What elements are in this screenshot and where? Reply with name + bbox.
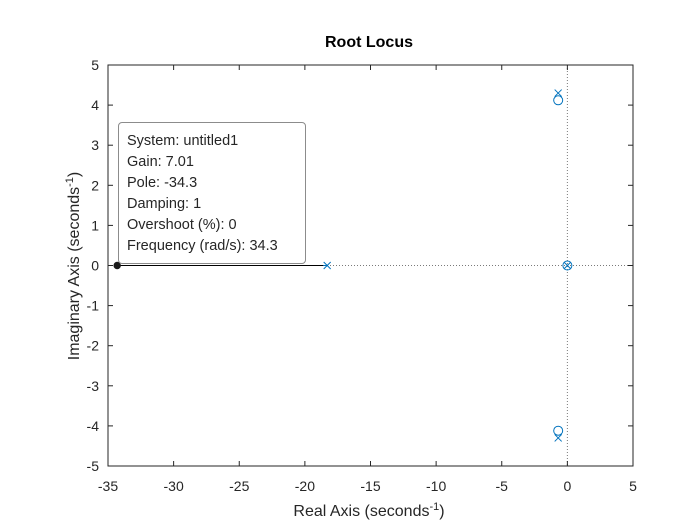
zero-marker	[562, 260, 573, 271]
x-tick-label: -15	[360, 478, 380, 494]
x-tick-label: -30	[164, 478, 184, 494]
zero-marker	[553, 425, 564, 436]
selected-point-marker[interactable]	[113, 261, 121, 270]
y-tick-label: -1	[87, 298, 100, 314]
x-axis-label: Real Axis (seconds-1)	[293, 501, 444, 520]
x-tick-label: -20	[295, 478, 315, 494]
pole-marker	[554, 89, 563, 97]
pole-markers	[323, 89, 572, 442]
y-tick-label: -5	[87, 458, 100, 474]
datatip-damping: Damping: 1	[127, 196, 202, 212]
zero-markers	[553, 95, 573, 436]
pole-stroke	[554, 434, 563, 442]
datatip-pole: Pole: -34.3	[127, 175, 198, 191]
selected-point[interactable]	[113, 261, 121, 270]
datatip-frequency: Frequency (rad/s): 34.3	[127, 238, 278, 254]
pole-stroke	[563, 261, 572, 270]
y-tick-label: 4	[91, 97, 99, 113]
x-tick-label: -25	[229, 478, 249, 494]
y-tick-label: 2	[91, 177, 99, 193]
y-tick-label: -4	[87, 418, 100, 434]
y-tick-label: 3	[91, 137, 99, 153]
datatip-system: System: untitled1	[127, 133, 239, 149]
zero-marker	[553, 95, 564, 106]
y-tick-label: -3	[87, 378, 100, 394]
x-tick-label: -35	[98, 478, 118, 494]
data-tip[interactable]: System: untitled1 Gain: 7.01 Pole: -34.3…	[118, 122, 306, 264]
y-axis-label: Imaginary Axis (seconds-1)	[64, 172, 83, 361]
x-tick-label: -5	[496, 478, 509, 494]
pole-marker	[563, 261, 572, 270]
x-tick-label: 0	[563, 478, 571, 494]
x-tick-label: -10	[426, 478, 446, 494]
datatip-gain: Gain: 7.01	[127, 154, 194, 170]
datatip-overshoot: Overshoot (%): 0	[127, 217, 237, 233]
y-tick-label: -2	[87, 338, 100, 354]
pole-marker	[323, 261, 332, 270]
pole-stroke	[554, 89, 563, 97]
y-tick-label: 1	[91, 217, 99, 233]
x-tick-label: 5	[629, 478, 637, 494]
pole-stroke	[323, 261, 332, 270]
y-tick-label: 0	[91, 258, 99, 274]
y-tick-label: 5	[91, 57, 99, 73]
pole-marker	[554, 434, 563, 442]
chart-title: Root Locus	[325, 34, 413, 51]
